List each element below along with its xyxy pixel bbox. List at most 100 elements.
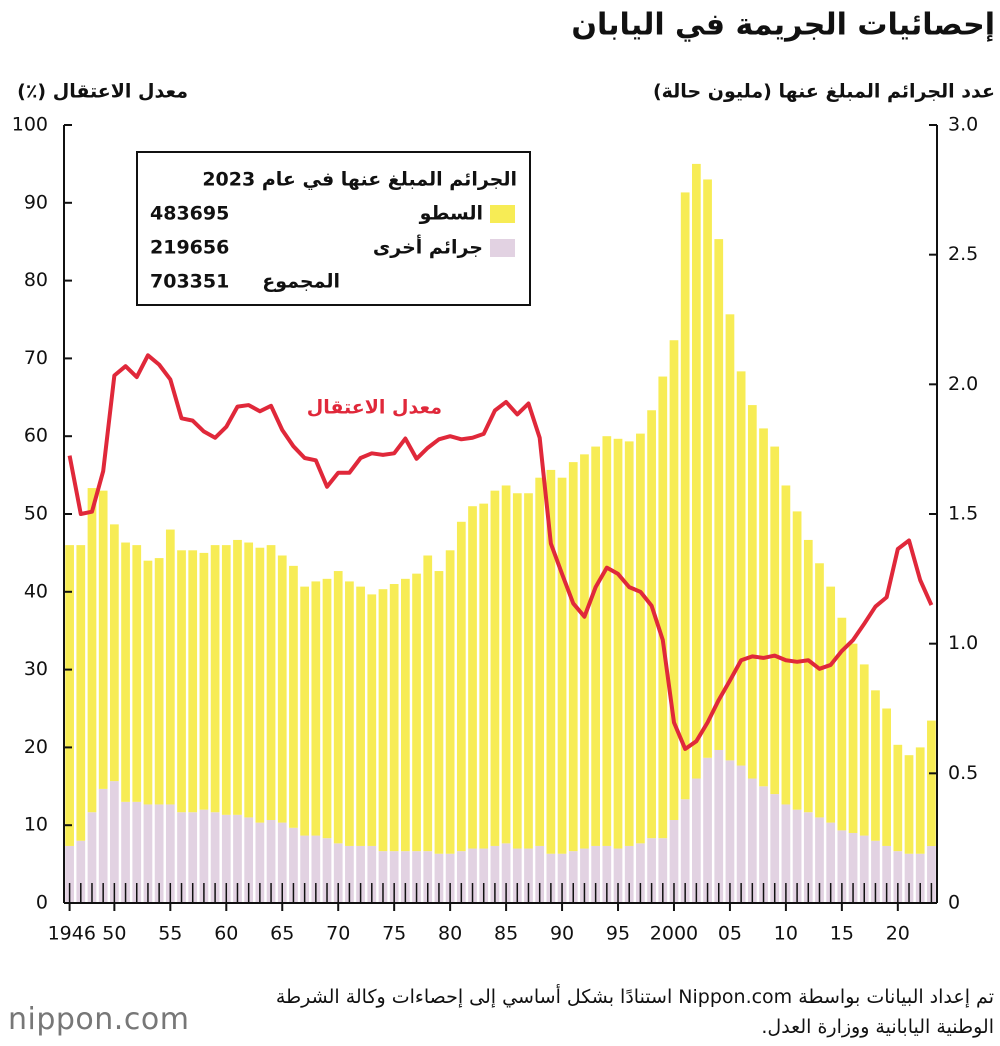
bar-segment — [792, 809, 802, 903]
x-tick-label: 80 — [438, 923, 462, 945]
bar-segment — [815, 817, 824, 903]
bar-segment — [255, 822, 265, 903]
y-tick-label: 30 — [24, 658, 48, 680]
bar-segment — [401, 578, 410, 852]
x-tick-label: 95 — [606, 923, 630, 945]
bar-segment — [546, 853, 556, 903]
bar-segment — [87, 812, 97, 903]
bar-segment — [490, 490, 500, 846]
bar-segment — [300, 835, 309, 903]
bar-segment — [255, 547, 265, 823]
x-tick-label: 05 — [718, 923, 742, 945]
bar-segment — [423, 851, 433, 903]
legend-label: السطو — [419, 203, 483, 225]
bar-segment — [747, 778, 757, 903]
bar-segment — [210, 545, 220, 813]
bar-segment — [837, 617, 847, 831]
bar-segment — [568, 462, 578, 852]
bar-segment — [367, 845, 377, 903]
bar-segment — [233, 814, 242, 903]
bar-segment — [703, 757, 712, 903]
x-tick-label: 70 — [326, 923, 350, 945]
bar-segment — [859, 664, 869, 836]
bar-segment — [624, 441, 634, 846]
bar-segment — [557, 853, 567, 903]
bar-segment — [110, 781, 119, 903]
bar-segment — [747, 405, 757, 779]
x-tick-label: 55 — [158, 923, 182, 945]
bar-segment — [647, 838, 656, 903]
x-tick-label: 60 — [214, 923, 238, 945]
bar-segment — [692, 163, 701, 779]
y2-tick-label: 3.0 — [948, 114, 978, 136]
bar-segment — [345, 581, 354, 846]
bar-segment — [759, 786, 768, 903]
bar-segment — [591, 446, 600, 846]
y-tick-label: 50 — [24, 503, 48, 525]
bar-segment — [311, 581, 321, 836]
bar-segment — [289, 565, 298, 828]
bar-segment — [154, 558, 164, 805]
y-tick-label: 90 — [24, 191, 48, 213]
y2-tick-label: 0 — [948, 892, 960, 914]
bar-segment — [803, 812, 813, 903]
bar-segment — [736, 765, 746, 903]
bar-segment — [367, 594, 377, 846]
bar-segment — [322, 578, 332, 839]
bar-segment — [927, 846, 936, 903]
bar-segment — [602, 845, 612, 903]
x-tick-label: 50 — [102, 923, 126, 945]
legend-swatch — [490, 205, 515, 223]
bar-segment — [781, 804, 791, 903]
bar-segment — [445, 550, 455, 854]
bar-segment — [300, 586, 309, 836]
bar-segment — [736, 371, 746, 766]
bar-segment — [927, 720, 936, 847]
bar-segment — [859, 835, 869, 903]
x-tick-label: 2000 — [650, 923, 698, 945]
bar-segment — [848, 832, 858, 903]
logo: nippon.com — [8, 1002, 190, 1037]
x-tick-label: 90 — [550, 923, 574, 945]
bar-segment — [121, 542, 130, 802]
y2-tick-label: 2.5 — [948, 243, 978, 265]
bar-segment — [725, 760, 735, 903]
bar-segment — [826, 822, 836, 903]
bar-segment — [512, 848, 522, 903]
line-label: معدل الاعتقال — [307, 397, 442, 419]
bar-segment — [177, 812, 186, 903]
bar-segment — [468, 848, 477, 903]
bar-segment — [65, 845, 74, 903]
bar-segment — [165, 804, 175, 903]
bar-segment — [613, 438, 623, 849]
bar-segment — [893, 744, 903, 852]
x-tick-label: 65 — [270, 923, 294, 945]
bar-segment — [636, 433, 645, 844]
bar-segment — [501, 843, 511, 903]
bar-segment — [356, 586, 365, 846]
bar-segment — [759, 428, 768, 787]
x-tick-label: 10 — [774, 923, 798, 945]
bar-segment — [434, 853, 444, 903]
bar-segment — [456, 521, 466, 852]
y-tick-label: 40 — [24, 580, 48, 602]
bar-segment — [680, 799, 690, 903]
y-tick-label: 20 — [24, 736, 48, 758]
bar-segment — [647, 410, 656, 839]
line-series — [67, 353, 934, 751]
bar-segment — [781, 485, 791, 805]
legend-value: 483695 — [150, 203, 229, 225]
bar-segment — [882, 708, 891, 846]
bar-segment — [445, 853, 455, 903]
bar-segment — [87, 488, 97, 813]
bar-segment — [76, 840, 86, 903]
bar-segment — [311, 835, 321, 903]
bar-segment — [669, 820, 679, 903]
bar-segment — [658, 838, 668, 903]
bar-segment — [501, 485, 511, 844]
bar-segment — [714, 749, 724, 903]
y2-tick-label: 0.5 — [948, 762, 978, 784]
bar-segment — [76, 545, 86, 841]
bar-segment — [244, 542, 254, 818]
